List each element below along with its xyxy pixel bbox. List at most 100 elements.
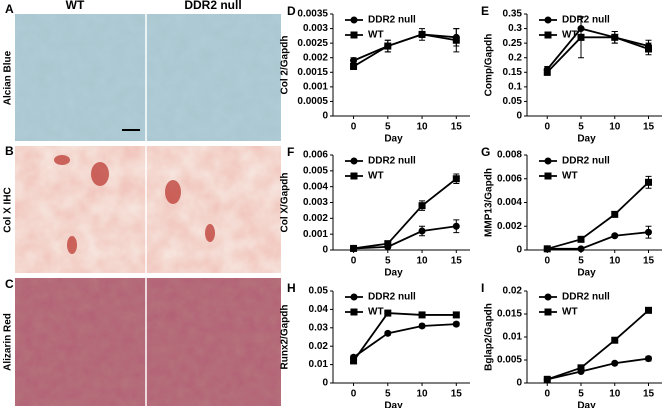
marker [418,322,426,330]
series [543,355,652,383]
legend-label: DDR2 null [562,292,610,303]
marker [350,172,358,180]
line [547,231,649,250]
stain-spot [67,236,77,254]
marker [452,311,460,319]
marker [611,336,619,344]
marker [645,45,652,53]
y-tick-label: 0.006 [303,150,328,161]
y-tick-label: 0.0035 [297,9,328,20]
marker [350,31,358,39]
x-axis-label: Day [384,134,403,145]
marker [611,359,619,367]
y-tick-label: 0.2 [508,52,522,63]
series [543,175,652,253]
x-tick-label: 5 [385,122,391,133]
x-axis-label: Day [577,134,596,145]
panel-letter: G [481,145,490,159]
y-tick-label: 0.001 [303,81,328,92]
legend-label: WT [368,307,384,318]
x-tick-label: 15 [643,389,655,400]
stain-spot [205,224,215,242]
panel-letter: C [5,277,14,291]
marker [544,31,552,39]
line [353,323,457,358]
x-tick-label: 5 [385,256,391,267]
y-tick-label: 0 [516,111,522,122]
row-label: Alizarin Red [3,313,14,371]
panel-letter: A [5,2,14,16]
y-tick-label: 0.01 [503,332,523,343]
x-tick-label: 0 [351,256,357,267]
marker [544,308,552,316]
x-tick-label: 10 [609,122,621,133]
marker [577,364,585,372]
y-tick-label: 0.04 [309,304,329,315]
marker [611,33,619,41]
y-tick-label: 0.01 [309,359,329,370]
x-tick-label: 10 [416,122,428,133]
x-tick-label: 10 [609,256,621,267]
marker [577,245,585,253]
y-tick-label: 0 [516,378,522,389]
marker [577,33,585,41]
x-tick-label: 5 [385,389,391,400]
marker [418,202,426,210]
line [547,181,650,250]
line [546,27,649,70]
y-tick-label: 0.002 [303,213,328,224]
legend-label: DDR2 null [368,292,416,303]
y-tick-label: 0.02 [309,341,329,352]
y-tick-label: 0.0005 [297,96,328,107]
y-tick-label: 0.05 [503,96,523,107]
x-tick-label: 0 [544,389,550,400]
legend-label: WT [368,171,384,182]
y-tick-label: 0.003 [303,197,328,208]
x-tick-label: 15 [643,122,655,133]
image-texture [15,14,281,141]
y-axis-label: MMP13/Gapdh [484,168,495,237]
marker [350,157,358,165]
image-texture [15,278,281,406]
y-tick-label: 0.05 [309,286,329,297]
marker [350,16,358,24]
marker [350,357,358,365]
marker [418,311,426,319]
x-tick-label: 10 [609,389,621,400]
x-tick-label: 10 [416,389,428,400]
y-tick-label: 0.004 [303,181,328,192]
y-tick-label: 0 [322,378,328,389]
x-axis-label: Day [384,401,403,408]
marker [611,232,619,240]
x-tick-label: 0 [544,122,550,133]
y-tick-label: 0.02 [503,286,523,297]
x-tick-label: 5 [578,389,584,400]
x-tick-label: 0 [351,122,357,133]
line [547,357,649,381]
y-axis-label: Runx2/Gapdh [280,304,291,369]
line [352,312,457,362]
marker [350,244,358,252]
marker [543,245,551,253]
y-tick-label: 0.002 [303,52,328,63]
image-texture [15,146,281,273]
series [350,309,460,365]
y-tick-label: 0.001 [303,229,328,240]
marker [611,210,619,218]
x-tick-label: 5 [578,256,584,267]
marker [452,320,460,328]
marker [577,235,585,243]
y-tick-label: 0 [516,245,522,256]
y-axis-label: Col 2/Gapdh [280,36,291,95]
x-tick-label: 0 [351,389,357,400]
y-axis-label: Bglap2/Gapdh [484,303,495,371]
line [546,309,650,381]
line [353,33,457,68]
panel-letter: I [481,281,484,295]
marker [350,62,358,70]
y-tick-label: 0.002 [497,221,522,232]
column-label: DDR2 null [184,0,241,12]
panel-letter: E [481,4,489,18]
x-tick-label: 10 [416,256,428,267]
